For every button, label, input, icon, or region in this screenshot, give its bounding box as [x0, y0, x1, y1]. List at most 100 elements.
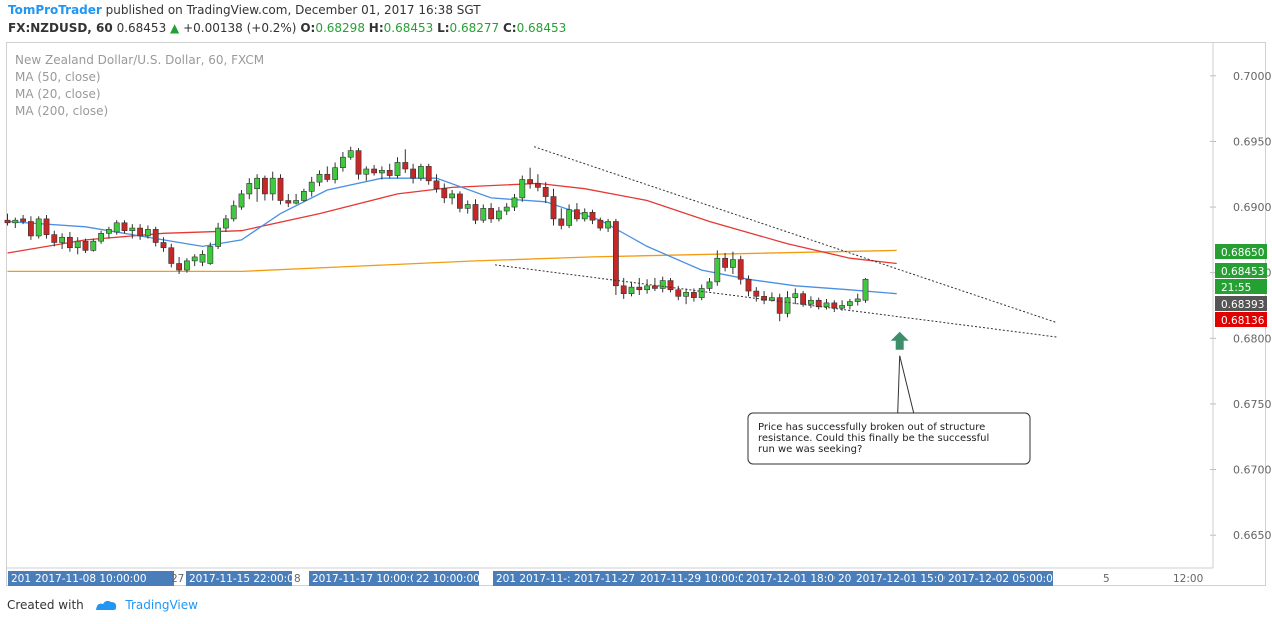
candle-body	[59, 236, 65, 243]
x-label-box	[637, 571, 743, 586]
candle-body	[745, 278, 752, 292]
candle-body	[449, 193, 455, 199]
x-tick-label: 2017-11-15 22:00:00	[189, 573, 301, 585]
candle-body	[129, 227, 136, 231]
up-arrow-icon: ▲	[170, 21, 180, 35]
candle-body	[160, 242, 167, 249]
tradingview-link[interactable]: TradingView	[125, 598, 198, 612]
annotation-layer: Price has successfully broken out of str…	[747, 331, 1031, 465]
candle-body	[644, 285, 650, 291]
candle-body	[690, 292, 697, 298]
x-label-box	[32, 571, 174, 586]
x-tick-label: 201 2017-11-:	[496, 573, 571, 585]
candle-body	[378, 170, 385, 174]
author-name[interactable]: TomProTrader	[8, 3, 102, 17]
high-label: H:	[368, 21, 384, 35]
last-price: 0.68453	[116, 21, 167, 35]
candle-body	[67, 236, 73, 249]
candle-body	[651, 285, 658, 289]
candle-body	[792, 293, 799, 298]
candle-body	[823, 302, 830, 308]
candle-body	[729, 259, 736, 268]
candle-body	[480, 208, 487, 221]
x-label-box	[835, 571, 853, 586]
candle-body	[605, 221, 611, 229]
price-label-box	[1215, 244, 1267, 259]
candle-body	[230, 205, 237, 220]
x-label-box	[8, 571, 32, 586]
created-with-text: Created with	[7, 598, 84, 612]
x-tick-label: 2017-12-01 15:00:	[856, 573, 954, 585]
candle-body	[293, 200, 299, 204]
candle-body	[394, 162, 401, 176]
price-label-box	[1215, 279, 1267, 294]
x-label-box	[743, 571, 835, 586]
candle-body	[308, 181, 315, 192]
candle-body	[254, 177, 260, 189]
price-label: 0.68650	[1221, 247, 1264, 259]
x-tick-label: 20	[838, 573, 851, 585]
x-tick-label: 12:00	[1173, 573, 1203, 585]
publish-header: TomProTrader published on TradingView.co…	[8, 3, 481, 17]
callout-pointer	[899, 355, 915, 414]
candle-body	[612, 221, 619, 287]
annotation-box	[747, 412, 1031, 465]
trendline-layer	[494, 146, 1057, 338]
candle-body	[90, 240, 97, 251]
candle-body	[184, 260, 190, 271]
candle-body	[441, 188, 448, 199]
candle-body	[503, 206, 510, 212]
up-arrow-icon	[890, 331, 909, 350]
x-tick-label: 2017-11-08 10:00:00	[35, 573, 147, 585]
x-axis: 201 2017-11-08 10:00:00 27 2017-11-15 22:00…	[7, 567, 1213, 586]
candle-body	[152, 229, 159, 243]
candle-body	[659, 280, 666, 289]
candle-body	[589, 212, 596, 221]
candle-body	[168, 247, 175, 264]
x-label-box	[853, 571, 945, 586]
candle-body	[74, 240, 81, 249]
legend-ma20[interactable]: MA (20, close)	[15, 87, 101, 101]
candle-body	[425, 166, 432, 182]
candle-body	[386, 170, 393, 176]
candle-body	[519, 179, 526, 199]
candle-body	[488, 208, 494, 220]
candle-body	[753, 290, 760, 297]
x-tick-label: 27	[171, 573, 184, 585]
candle-body	[98, 233, 104, 242]
ma20-line	[7, 177, 897, 295]
x-tick-label: 2017-11-17 10:00:00	[312, 573, 424, 585]
legend-title: New Zealand Dollar/U.S. Dollar, 60, FXCM	[15, 53, 265, 67]
tradingview-logo-icon	[95, 600, 116, 610]
open-value: 0.68298	[315, 21, 365, 35]
candle-body	[27, 221, 34, 237]
candle-body	[402, 162, 409, 170]
candle-body	[43, 218, 50, 235]
candle-body	[542, 187, 549, 197]
candle-body	[698, 288, 705, 298]
price-label: 21:55	[1221, 282, 1251, 294]
candle-body	[464, 204, 471, 209]
candles-layer	[4, 146, 869, 322]
candle-body	[472, 204, 479, 221]
candle-body	[300, 191, 307, 201]
x-label-box	[945, 571, 1053, 586]
candle-body	[191, 256, 198, 262]
candle-body	[456, 193, 463, 209]
x-tick-label: 201	[11, 573, 31, 585]
ma50-line	[7, 182, 897, 265]
legend-ma200[interactable]: MA (200, close)	[15, 104, 109, 118]
candle-body	[20, 218, 26, 222]
candle-body	[285, 200, 292, 204]
ma200-line	[7, 249, 897, 273]
candle-body	[261, 177, 268, 195]
legend-ma50[interactable]: MA (50, close)	[15, 70, 101, 84]
candle-body	[82, 240, 89, 251]
price-change: +0.00138 (+0.2%)	[183, 21, 297, 35]
symbol-line: FX:NZDUSD, 60	[8, 21, 113, 35]
